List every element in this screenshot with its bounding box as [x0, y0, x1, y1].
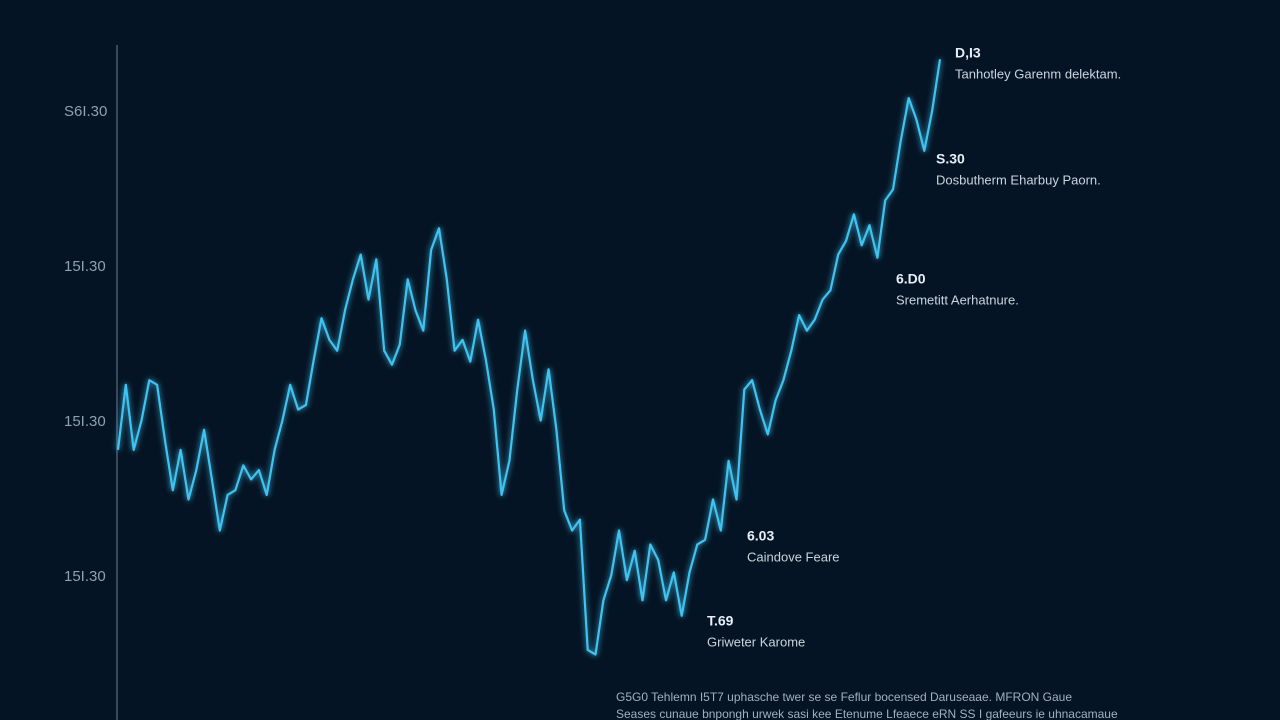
annotation-text: Dosbutherm Eharbuy Paorn.	[936, 172, 1101, 187]
footnote: G5G0 Tehlemn I5T7 uphasche twer se se Fe…	[616, 690, 1072, 704]
annotation-value: D,I3	[955, 45, 981, 61]
y-tick-label: 15I.30	[64, 413, 106, 430]
data-line	[116, 59, 942, 656]
y-tick-label: 15I.30	[64, 568, 106, 585]
y-tick-label: S6I.30	[64, 103, 107, 120]
y-tick-label: 15I.30	[64, 258, 106, 275]
annotation-text: Tanhotley Garenm delektam.	[955, 66, 1121, 81]
annotation-value: 6.D0	[896, 271, 926, 287]
annotation-value: 6.03	[747, 528, 774, 544]
annotation-value: T.69	[707, 613, 734, 629]
annotation-value: S.30	[936, 151, 965, 167]
annotation-text: Sremetitt Aerhatnure.	[896, 292, 1019, 307]
footnote: Seases cunaue bnpongh urwek sasi kee Ete…	[616, 707, 1118, 720]
annotation-text: Caindove Feare	[747, 549, 840, 564]
annotation-text: Griweter Karome	[707, 634, 805, 649]
